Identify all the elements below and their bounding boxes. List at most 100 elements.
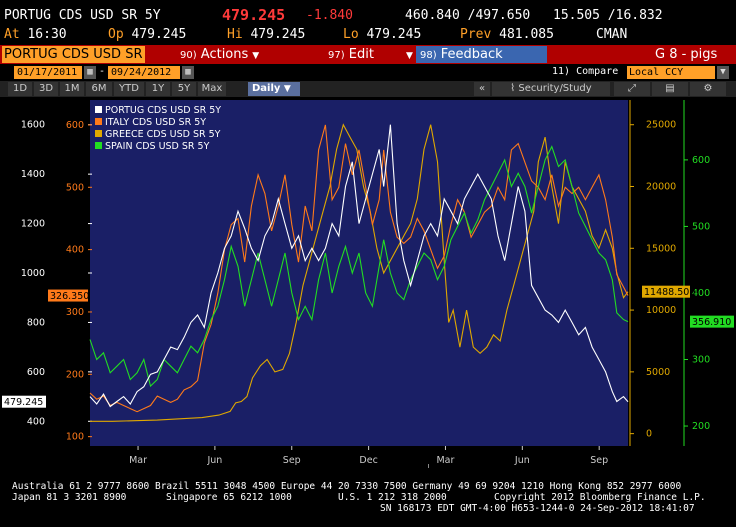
y-tick-label: 1600 xyxy=(21,120,45,131)
page-label: G 8 - pigs xyxy=(655,47,718,62)
actions-menu[interactable]: 90) Actions ▼ xyxy=(180,47,260,62)
series-line-spain xyxy=(89,145,629,388)
y-tick-label: 200 xyxy=(66,369,84,380)
prev-price: Prev 481.085 xyxy=(460,27,554,42)
footer-japan: Japan 81 3 3201 8900 xyxy=(12,492,127,503)
last-value-italy: 326.350 xyxy=(50,291,89,302)
currency-select[interactable]: Local CCY xyxy=(627,66,715,79)
legend-swatch xyxy=(95,118,102,125)
high-price: Hi 479.245 xyxy=(227,27,306,42)
y-tick-label: 25000 xyxy=(646,120,676,131)
last-value-spain-box xyxy=(690,315,734,328)
y-tick-label: 5000 xyxy=(646,367,670,378)
period-1y[interactable]: 1Y xyxy=(146,82,170,96)
x-tick-label: Sep xyxy=(283,455,301,466)
y-tick-label: 300 xyxy=(692,355,710,366)
security-name: PORTUG CDS USD SR 5Y xyxy=(4,8,161,23)
x-tick-label: Mar xyxy=(436,455,454,466)
x-tick-label: Jun xyxy=(206,455,222,466)
last-value-portugal: 479.245 xyxy=(4,397,43,408)
zoom-icon[interactable]: ⤢ xyxy=(614,82,650,96)
footer-singapore: Singapore 65 6212 1000 xyxy=(166,492,292,503)
compare-button[interactable]: 11) Compare xyxy=(552,66,619,77)
series-line-greece xyxy=(90,123,629,422)
frequency-select[interactable]: Daily ▼ xyxy=(248,82,300,96)
date-dash: - xyxy=(99,66,106,77)
feedback-button[interactable]: 98) Feedback xyxy=(416,46,547,63)
legend-swatch xyxy=(95,130,102,137)
period-3d[interactable]: 3D xyxy=(34,82,58,96)
y-tick-label: 600 xyxy=(692,155,710,166)
period-1d[interactable]: 1D xyxy=(8,82,32,96)
calendar-icon[interactable]: ▦ xyxy=(84,66,96,79)
y-tick-label: 1400 xyxy=(21,169,45,180)
last-value-portugal-box xyxy=(2,395,46,408)
period-ytd[interactable]: YTD xyxy=(114,82,144,96)
last-price: 479.245 xyxy=(222,6,286,24)
y-tick-label: 400 xyxy=(27,416,45,427)
footer-contacts: Australia 61 2 9777 8600 Brazil 5511 304… xyxy=(12,481,682,492)
calendar-icon[interactable]: ▦ xyxy=(182,66,194,79)
legend-entry: GREECE CDS USD SR 5Y xyxy=(105,129,221,140)
series-lines xyxy=(89,123,629,422)
y-tick-label: 100 xyxy=(66,432,84,443)
y-tick-label: 600 xyxy=(27,367,45,378)
study-icon: ⌇ xyxy=(510,83,516,94)
security-study-button[interactable]: ⌇ Security/Study xyxy=(492,82,610,96)
footer-copyright: Copyright 2012 Bloomberg Finance L.P. xyxy=(494,492,706,503)
period-1m[interactable]: 1M xyxy=(60,82,84,96)
open-price: Op 479.245 xyxy=(108,27,187,42)
y-tick-label: 500 xyxy=(66,182,84,193)
period-max[interactable]: Max xyxy=(198,82,226,96)
legend-entry: SPAIN CDS USD SR 5Y xyxy=(105,141,210,152)
chart-type-icon[interactable]: ▤ xyxy=(652,82,688,96)
footer-us: U.S. 1 212 318 2000 xyxy=(338,492,447,503)
last-value-greece-box xyxy=(642,285,690,298)
ticker-field[interactable]: PORTUG CDS USD SR xyxy=(2,46,145,63)
last-value-labels: 479.245 326.350 11488.500 356.910 xyxy=(2,285,734,408)
x-tick-label: Jun xyxy=(514,455,530,466)
legend-entry: ITALY CDS USD SR 5Y xyxy=(105,117,206,128)
y-tick-label: 10000 xyxy=(646,305,676,316)
chevron-down-icon[interactable]: ▼ xyxy=(717,66,729,79)
y-tick-label: 800 xyxy=(27,317,45,328)
legend-swatch xyxy=(95,142,102,149)
gear-icon[interactable]: ⚙ xyxy=(690,82,726,96)
y-tick-label: 400 xyxy=(692,288,710,299)
legend-swatch xyxy=(95,106,102,113)
x-tick-label: Sep xyxy=(590,455,608,466)
y-tick-label: 1200 xyxy=(21,219,45,230)
y-tick-label: 0 xyxy=(646,429,652,440)
period-6m[interactable]: 6M xyxy=(86,82,112,96)
y-tick-label: 1000 xyxy=(21,268,45,279)
price-change: -1.840 xyxy=(306,8,353,23)
low-price: Lo 479.245 xyxy=(343,27,422,42)
y-tick-label: 20000 xyxy=(646,182,676,193)
collapse-arrows-icon[interactable]: « xyxy=(474,82,490,96)
axes: 400 600 800 1000 1200 1400 1600 100 200 300 400 500… xyxy=(21,100,710,468)
edit-chevron-icon[interactable]: ▼ xyxy=(406,51,413,61)
toolbar: PORTUG CDS USD SR 90) Actions ▼ 97) Edit … xyxy=(0,45,736,64)
price-chart[interactable]: 400 600 800 1000 1200 1400 1600 100 200 300 400 500… xyxy=(0,98,736,468)
date-range-row: 01/17/2011 ▦ - 09/24/2012 ▦ 11) Compare … xyxy=(0,65,736,80)
y-tick-label: 400 xyxy=(66,245,84,256)
chevron-down-icon: ▼ xyxy=(252,51,260,61)
y-tick-label: 500 xyxy=(692,221,710,232)
end-date-field[interactable]: 09/24/2012 xyxy=(108,66,180,79)
edit-menu[interactable]: 97) Edit xyxy=(328,47,374,62)
quote-line: PORTUG CDS USD SR 5Y xyxy=(4,8,161,24)
y-tick-label: 15000 xyxy=(646,243,676,254)
x-tick-label: Mar xyxy=(129,455,147,466)
period-row: 1D 3D 1M 6M YTD 1Y 5Y Max Daily ▼ « ⌇ Se… xyxy=(0,81,736,97)
x-tick-label: Dec xyxy=(359,455,377,466)
y-tick-label: 600 xyxy=(66,120,84,131)
start-date-field[interactable]: 01/17/2011 xyxy=(14,66,82,79)
period-5y[interactable]: 5Y xyxy=(172,82,196,96)
last-value-spain: 356.910 xyxy=(692,317,731,328)
y-tick-label: 300 xyxy=(66,307,84,318)
legend-entry: PORTUG CDS USD SR 5Y xyxy=(105,105,221,116)
last-value-italy-box xyxy=(48,289,88,302)
size-range: 15.505 /16.832 xyxy=(553,8,663,23)
footer-session: SN 168173 EDT GMT-4:00 H653-1244-0 24-Se… xyxy=(380,503,695,514)
